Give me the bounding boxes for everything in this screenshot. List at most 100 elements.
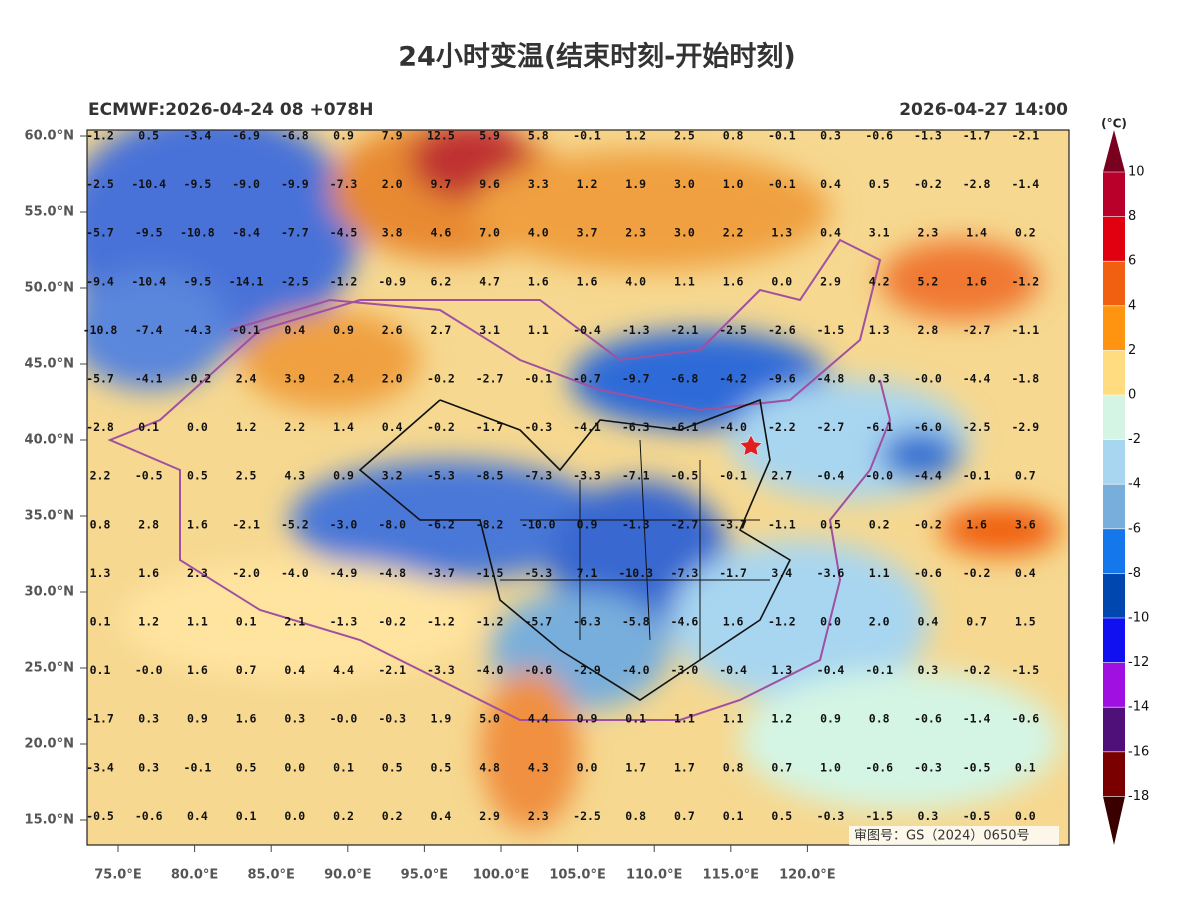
grid-value: -8.4 [232,226,260,240]
grid-value: 1.1 [869,566,890,580]
grid-value: 1.2 [577,177,598,191]
grid-value: 1.4 [333,420,354,434]
grid-value: -3.4 [184,129,212,143]
colorbar-label: -6 [1128,521,1141,536]
grid-value: -4.8 [378,566,406,580]
grid-value: 0.8 [723,760,744,774]
grid-value: 0.8 [625,809,646,823]
grid-value: 4.4 [333,663,354,677]
grid-value: -5.3 [427,469,455,483]
grid-value: 1.3 [90,566,111,580]
grid-value: -4.4 [914,469,942,483]
grid-value: -6.0 [914,420,942,434]
grid-value: -0.6 [135,809,163,823]
grid-value: -0.5 [963,809,991,823]
grid-value: 0.3 [284,712,305,726]
grid-value: -4.0 [281,566,309,580]
grid-value: 1.1 [674,712,695,726]
colorbar-bin [1103,751,1125,797]
grid-value: 3.9 [284,372,305,386]
lat-label: 60.0°N [25,129,74,144]
grid-value: -1.4 [1011,177,1039,191]
grid-value: 0.1 [90,663,111,677]
grid-value: 1.6 [723,274,744,288]
grid-value: -10.0 [521,517,556,531]
lat-label: 55.0°N [25,205,74,220]
grid-value: -0.4 [573,323,601,337]
grid-value: 1.9 [625,177,646,191]
grid-value: -0.3 [378,712,406,726]
grid-value: -2.7 [817,420,845,434]
grid-values: -1.2 0.5 -3.4 -6.9 -6.8 0.9 7.9 12.5 5.9 5.8 -0.1 1… [83,129,1040,823]
grid-value: -6.1 [671,420,699,434]
grid-value: 0.9 [577,517,598,531]
grid-value: 1.0 [723,177,744,191]
grid-value: 0.5 [771,809,792,823]
colorbar-bin [1103,439,1125,485]
colorbar-label: -12 [1128,655,1149,670]
grid-value: -2.7 [476,372,504,386]
grid-value: -0.6 [524,663,552,677]
grid-value: 0.5 [869,177,890,191]
lon-label: 85.0°E [247,868,294,883]
grid-value: 3.7 [577,226,598,240]
grid-value: 2.7 [431,323,452,337]
grid-value: 4.0 [625,274,646,288]
grid-value: -4.3 [184,323,212,337]
grid-value: 0.4 [284,663,305,677]
grid-value: -0.6 [865,760,893,774]
grid-value: -3.0 [330,517,358,531]
grid-value: 0.5 [187,469,208,483]
grid-value: -2.5 [86,177,114,191]
grid-value: 4.4 [528,712,549,726]
grid-value: -0.6 [865,129,893,143]
grid-value: 2.3 [625,226,646,240]
grid-value: 1.2 [771,712,792,726]
grid-value: -1.7 [476,420,504,434]
model-label: ECMWF:2026-04-24 08 +078H [88,100,373,120]
grid-value: -6.3 [622,420,650,434]
grid-value: -2.9 [1011,420,1039,434]
grid-value: 3.0 [674,177,695,191]
grid-value: 1.3 [771,663,792,677]
grid-value: 2.7 [771,469,792,483]
grid-value: 1.6 [187,663,208,677]
grid-value: 1.5 [1015,615,1036,629]
grid-value: -6.3 [573,615,601,629]
grid-value: -0.1 [719,469,747,483]
grid-value: 0.7 [771,760,792,774]
lon-label: 95.0°E [401,868,448,883]
grid-value: 1.6 [236,712,257,726]
grid-value: -1.5 [865,809,893,823]
lon-label: 75.0°E [94,868,141,883]
grid-value: 0.1 [236,809,257,823]
lon-label: 80.0°E [171,868,218,883]
colorbar-bin [1103,573,1125,619]
grid-value: 0.5 [236,760,257,774]
grid-value: -0.4 [817,469,845,483]
grid-value: -3.4 [86,760,114,774]
grid-value: -9.6 [768,372,796,386]
grid-value: 1.7 [674,760,695,774]
grid-value: -1.2 [768,615,796,629]
colorbar-label: 6 [1128,254,1136,269]
colorbar-over [1103,130,1125,172]
grid-value: -0.2 [914,517,942,531]
grid-value: 0.9 [577,712,598,726]
colorbar-label: -10 [1128,611,1149,626]
grid-value: -7.3 [330,177,358,191]
grid-value: 0.1 [236,615,257,629]
grid-value: 0.7 [236,663,257,677]
grid-value: -10.4 [131,177,166,191]
grid-value: 0.5 [431,760,452,774]
grid-value: -4.9 [330,566,358,580]
grid-value: -7.1 [622,469,650,483]
grid-value: -0.3 [914,760,942,774]
grid-value: 2.8 [918,323,939,337]
grid-value: -0.0 [865,469,893,483]
grid-value: 1.6 [966,517,987,531]
grid-value: 2.0 [382,177,403,191]
grid-value: 0.1 [138,420,159,434]
grid-value: -4.8 [817,372,845,386]
colorbar-label: -16 [1128,744,1149,759]
